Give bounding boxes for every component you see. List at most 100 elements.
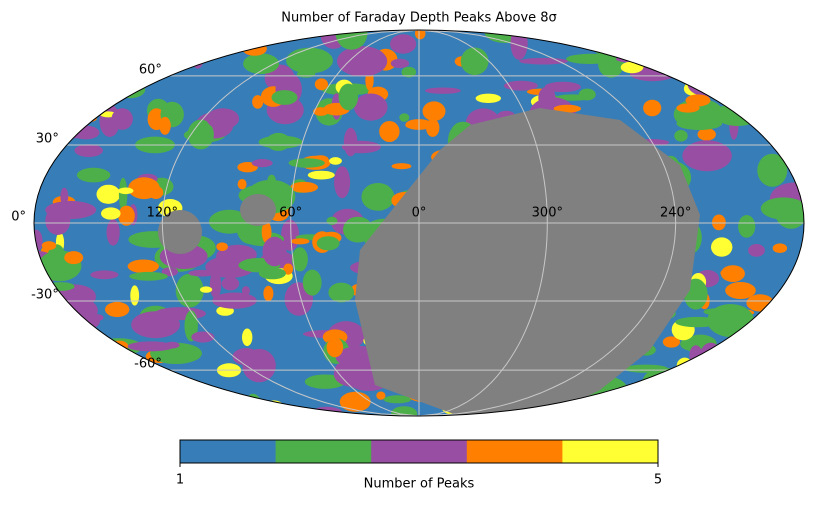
sky-patch (748, 244, 765, 257)
sky-patch (687, 71, 734, 98)
sky-patch (271, 90, 298, 105)
sky-patch (675, 316, 720, 328)
sky-patch (503, 80, 538, 91)
sky-patch (286, 47, 333, 74)
sky-patch (144, 407, 159, 416)
sky-patch (674, 130, 688, 142)
sky-patch (762, 371, 784, 387)
sky-patch (565, 401, 590, 416)
sky-patch (76, 167, 111, 183)
sky-patch (361, 183, 395, 211)
sky-patch (262, 236, 287, 267)
colorbar-swatch (562, 440, 659, 463)
sky-patch (251, 159, 273, 168)
sky-patch (383, 395, 412, 404)
sky-patch (790, 402, 804, 416)
sky-patch (733, 30, 748, 43)
sky-patch (221, 276, 240, 291)
sky-patch (566, 53, 614, 64)
sky-patch (720, 265, 745, 282)
sky-patch (337, 46, 388, 77)
sky-patch (689, 345, 703, 366)
sky-patch (729, 361, 759, 382)
sky-patch (258, 267, 286, 280)
sky-patch (335, 30, 368, 50)
sky-patch (725, 100, 761, 121)
sky-patch (34, 105, 76, 129)
sky-patch (60, 187, 69, 205)
sky-patch (59, 30, 89, 35)
sky-patch (118, 177, 128, 212)
sky-patch (757, 100, 788, 121)
sky-patch (89, 63, 123, 86)
sky-patch (763, 363, 795, 382)
sky-patch (735, 36, 756, 43)
sky-patch (191, 331, 215, 343)
sky-patch (34, 46, 66, 62)
sky-patch (89, 36, 127, 54)
sky-patch (288, 158, 325, 168)
sky-patch (96, 184, 121, 204)
sky-patch (96, 409, 118, 416)
sky-patch (302, 269, 322, 296)
colorbar-tick-label: 5 (654, 473, 662, 488)
sky-patch (414, 30, 426, 40)
sky-patch (46, 91, 73, 102)
sky-patch (74, 144, 103, 158)
sky-patch (376, 391, 386, 400)
sky-patch (128, 177, 160, 200)
sky-patch (760, 346, 785, 363)
sky-patch (766, 333, 804, 353)
lon-tick-label: 120° (147, 206, 178, 221)
sky-patch (730, 30, 756, 34)
sky-patch (338, 83, 359, 111)
sky-patch (767, 64, 785, 74)
sky-patch (56, 78, 69, 87)
sky-patch (379, 121, 400, 142)
sky-patch (682, 371, 704, 382)
sky-patch (261, 221, 272, 244)
sky-patch (768, 52, 795, 78)
sky-patch (191, 49, 204, 69)
sky-patch (424, 87, 461, 94)
colorbar-swatch (180, 440, 277, 463)
colorbar-frame (179, 439, 659, 464)
sky-patch (290, 181, 318, 193)
sky-patch (71, 125, 100, 140)
sky-patch (131, 311, 181, 339)
sky-patch (291, 247, 308, 272)
sky-patch (718, 59, 727, 92)
sky-patch (343, 127, 358, 157)
sky-patch (42, 104, 84, 135)
sky-patch (243, 53, 280, 75)
sky-patch (422, 101, 446, 121)
sky-patch (296, 70, 316, 78)
sky-patch (258, 135, 303, 149)
sky-patch (655, 372, 680, 395)
sky-patch (678, 367, 694, 381)
sky-patch (187, 35, 198, 67)
sky-patch (737, 399, 786, 409)
sky-patch (676, 117, 723, 130)
masked-region (158, 210, 202, 254)
sky-patch (553, 104, 581, 113)
sky-patch (90, 270, 119, 280)
sky-patch (391, 406, 418, 416)
sky-patch (617, 394, 634, 402)
sky-patch (697, 128, 716, 141)
sky-patch (34, 229, 43, 252)
sky-patch (129, 271, 168, 281)
sky-patch (314, 78, 328, 91)
sky-patch (117, 72, 126, 86)
sky-patch (618, 36, 635, 50)
masked-region (240, 194, 276, 226)
sky-patch (649, 38, 683, 63)
sky-patch (251, 406, 265, 416)
sky-patch (587, 30, 622, 53)
sky-patch (34, 392, 51, 414)
sky-patch (401, 66, 417, 78)
sky-patch (34, 95, 56, 106)
sky-patch (242, 348, 276, 383)
sky-patch (188, 269, 216, 277)
